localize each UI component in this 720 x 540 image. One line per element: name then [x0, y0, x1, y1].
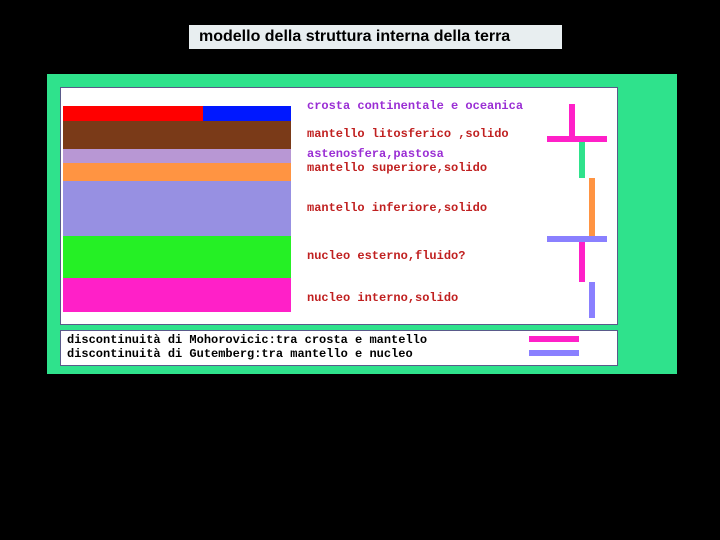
continental-crust [63, 106, 203, 121]
astenosphere-label: astenosfera,pastosa [307, 148, 444, 160]
earth-layers-diagram: crosta continentale e oceanica mantello … [60, 87, 618, 325]
page-title: modello della struttura interna della te… [188, 24, 563, 50]
vmarker [579, 238, 585, 282]
outer-core-label: nucleo esterno,fluido? [307, 250, 465, 262]
crust-label: crosta continentale e oceanica [307, 100, 523, 112]
discontinuity-legend: discontinuità di Mohorovicic:tra crosta … [60, 330, 618, 366]
vmarker [579, 140, 585, 178]
outer-core-layer [63, 236, 291, 278]
crust-layer [63, 106, 291, 121]
legend-moho-swatch [529, 336, 579, 342]
astenosphere-layer [63, 149, 291, 163]
gutenberg-marker [547, 236, 607, 242]
moho-marker [547, 136, 607, 142]
lower-mantle-layer [63, 181, 291, 236]
diagram-panel: crosta continentale e oceanica mantello … [47, 74, 677, 374]
legend-moho-text: discontinuità di Mohorovicic:tra crosta … [67, 333, 427, 347]
layer-stack [63, 106, 291, 312]
oceanic-crust [203, 106, 291, 121]
legend-gutenberg-text: discontinuità di Gutemberg:tra mantello … [67, 347, 413, 361]
vmarker [589, 282, 595, 318]
vmarker [589, 178, 595, 238]
upper-mantle-label: mantello superiore,solido [307, 162, 487, 174]
vmarker [569, 104, 575, 140]
inner-core-layer [63, 278, 291, 312]
lithosphere-label: mantello litosferico ,solido [307, 128, 509, 140]
legend-gutenberg-swatch [529, 350, 579, 356]
inner-core-label: nucleo interno,solido [307, 292, 458, 304]
lower-mantle-label: mantello inferiore,solido [307, 202, 487, 214]
upper-mantle-layer [63, 163, 291, 181]
lithosphere-layer [63, 121, 291, 149]
